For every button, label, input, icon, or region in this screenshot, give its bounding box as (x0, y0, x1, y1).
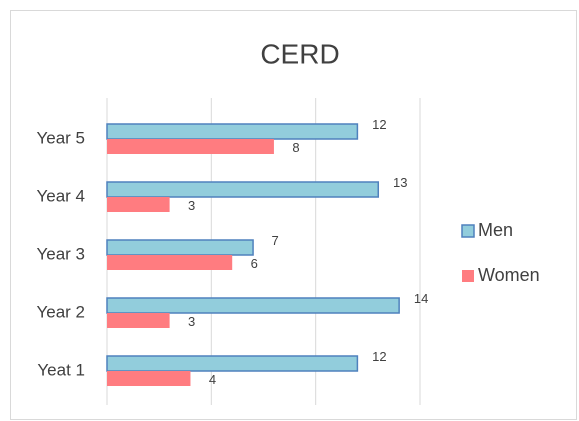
data-label: 14 (414, 291, 428, 306)
bar (106, 355, 359, 372)
bar (106, 123, 359, 140)
bar (106, 239, 254, 256)
bar (106, 297, 400, 314)
data-label: 6 (251, 256, 258, 271)
y-tick-label: Year 2 (36, 302, 85, 321)
bar (107, 371, 191, 386)
bar (107, 139, 274, 154)
data-label: 4 (209, 372, 216, 387)
legend-swatch (462, 270, 474, 282)
data-label: 8 (292, 140, 299, 155)
bar (106, 181, 380, 198)
data-label: 13 (393, 175, 407, 190)
data-label: 12 (372, 349, 386, 364)
y-tick-label: Year 5 (36, 128, 85, 147)
legend-label: Men (478, 220, 513, 240)
y-tick-label: Year 3 (36, 244, 85, 263)
bar (107, 313, 170, 328)
legend-label: Women (478, 265, 540, 285)
bar (107, 197, 170, 212)
data-label: 7 (271, 233, 278, 248)
data-label: 12 (372, 117, 386, 132)
chart-border (10, 10, 577, 420)
bar (107, 255, 233, 270)
legend-swatch (461, 224, 475, 238)
chart-title: CERD (260, 38, 339, 69)
data-label: 3 (188, 314, 195, 329)
y-tick-label: Yeat 1 (37, 360, 85, 379)
data-label: 3 (188, 198, 195, 213)
y-tick-label: Year 4 (36, 186, 85, 205)
